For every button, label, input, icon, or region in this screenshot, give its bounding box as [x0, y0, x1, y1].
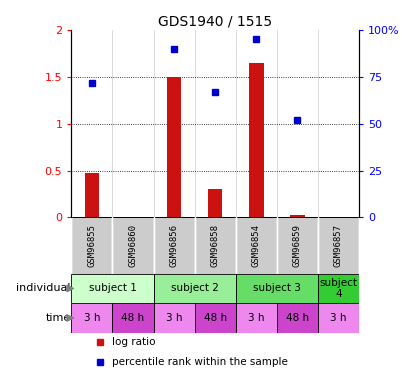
Bar [318, 303, 359, 333]
Bar [195, 217, 236, 274]
Bar [113, 303, 153, 333]
Bar [236, 303, 277, 333]
Bar [71, 303, 113, 333]
Text: GSM96855: GSM96855 [87, 224, 96, 267]
Bar [85, 173, 99, 217]
Bar [277, 303, 318, 333]
Text: 3 h: 3 h [84, 313, 100, 323]
Text: 48 h: 48 h [122, 313, 144, 323]
Text: subject
4: subject 4 [319, 278, 357, 299]
Text: GSM96856: GSM96856 [170, 224, 179, 267]
Bar [113, 217, 153, 274]
Title: GDS1940 / 1515: GDS1940 / 1515 [158, 15, 272, 29]
Bar [167, 77, 181, 218]
Bar [318, 217, 359, 274]
Bar [71, 217, 113, 274]
Text: 3 h: 3 h [166, 313, 182, 323]
Text: percentile rank within the sample: percentile rank within the sample [112, 357, 288, 367]
Text: GSM96859: GSM96859 [293, 224, 302, 267]
Text: 48 h: 48 h [204, 313, 227, 323]
Bar [277, 217, 318, 274]
Bar [195, 303, 236, 333]
Text: 3 h: 3 h [330, 313, 347, 323]
Text: GSM96860: GSM96860 [129, 224, 137, 267]
Text: 48 h: 48 h [286, 313, 309, 323]
Text: individual: individual [16, 284, 71, 294]
Text: subject 2: subject 2 [171, 284, 219, 294]
Bar [236, 274, 318, 303]
Text: log ratio: log ratio [112, 338, 155, 347]
Bar [236, 217, 277, 274]
Bar [153, 303, 195, 333]
Bar [290, 214, 305, 217]
Text: GSM96858: GSM96858 [211, 224, 220, 267]
Bar [249, 63, 264, 217]
Text: subject 1: subject 1 [89, 284, 136, 294]
Bar [318, 274, 359, 303]
Text: time: time [45, 313, 71, 323]
Text: subject 3: subject 3 [253, 284, 301, 294]
Bar [153, 217, 195, 274]
Text: GSM96857: GSM96857 [334, 224, 343, 267]
Bar [208, 189, 222, 217]
Bar [71, 274, 153, 303]
Bar [153, 274, 236, 303]
Text: 3 h: 3 h [248, 313, 264, 323]
Text: GSM96854: GSM96854 [252, 224, 261, 267]
